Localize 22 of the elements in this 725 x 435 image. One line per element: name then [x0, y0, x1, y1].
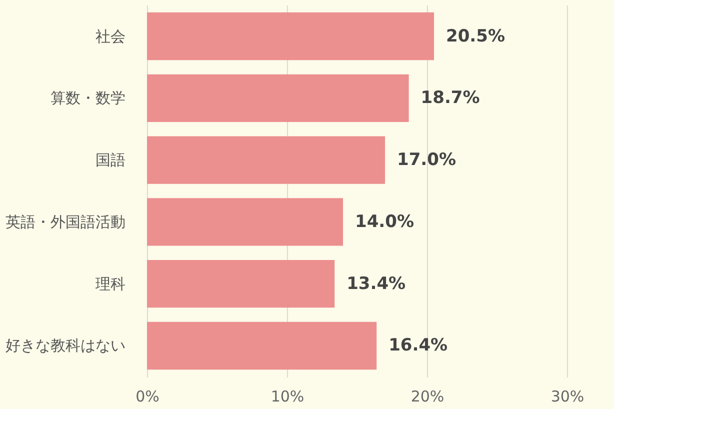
x-tick-label: 20% [410, 388, 444, 406]
y-tick-label: 好きな教科はない [6, 336, 126, 355]
data-label: 13.4% [346, 274, 406, 294]
bar [147, 74, 409, 122]
x-tick-label: 30% [550, 388, 584, 406]
y-tick-label: 社会 [96, 27, 126, 46]
y-tick-label: 算数・数学 [50, 89, 126, 108]
data-label: 18.7% [420, 88, 480, 108]
bar [147, 322, 377, 370]
bar [147, 136, 385, 184]
x-tick-label: 0% [136, 388, 160, 406]
data-label: 14.0% [355, 212, 414, 232]
y-tick-label: 理科 [96, 274, 126, 293]
data-label: 17.0% [397, 150, 456, 170]
bar [147, 198, 343, 246]
bar [147, 12, 434, 60]
y-tick-label: 英語・外国語活動 [6, 212, 126, 231]
data-label: 20.5% [446, 26, 505, 46]
x-tick-label: 10% [270, 388, 304, 406]
data-label: 16.4% [388, 336, 448, 356]
y-tick-label: 国語 [96, 151, 126, 170]
bar [147, 260, 335, 308]
